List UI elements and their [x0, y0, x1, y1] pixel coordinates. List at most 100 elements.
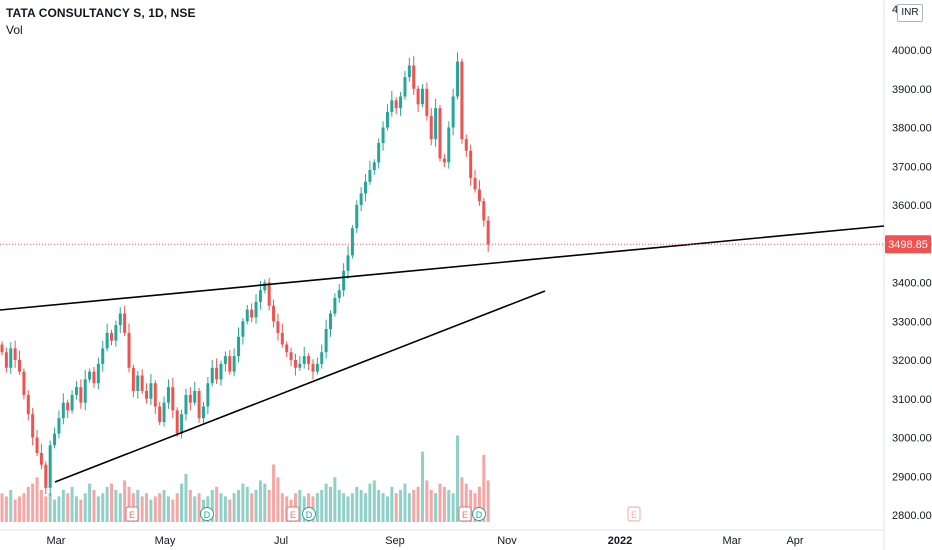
dividend-marker[interactable] [472, 507, 486, 521]
candle-body [118, 313, 122, 326]
volume-bar [434, 493, 438, 522]
candle-body [337, 290, 341, 298]
earnings-marker[interactable] [125, 506, 139, 522]
candle-body [193, 391, 197, 403]
candle-body [355, 205, 359, 229]
x-tick-label: Apr [786, 535, 803, 547]
candle-body [22, 371, 26, 395]
candle-body [320, 352, 324, 364]
candle-body [311, 363, 315, 372]
volume-bar [337, 490, 341, 522]
y-tick-label-partial: 4 [892, 4, 898, 16]
volume-bar [429, 490, 433, 522]
candle-body [372, 162, 376, 171]
volume-bar [390, 486, 394, 522]
dividend-marker[interactable] [302, 507, 316, 521]
volume-bar [26, 486, 30, 522]
candle-body [425, 88, 429, 116]
volume-bar [258, 480, 262, 522]
volume-bar [377, 490, 381, 522]
candle-body [127, 332, 131, 368]
volume-bar [350, 493, 354, 522]
candle-body [241, 321, 245, 337]
candle-body [298, 363, 302, 368]
volume-bar [456, 435, 460, 522]
volume-bar [88, 483, 92, 522]
volume-bar [438, 483, 442, 522]
volume-bar [482, 454, 486, 522]
earnings-marker[interactable] [627, 506, 641, 522]
volume-bar [359, 490, 363, 522]
candle-body [302, 356, 306, 364]
volume-bar [372, 480, 376, 522]
candle-body [359, 193, 363, 205]
volume-bar [394, 493, 398, 522]
volume-label: Vol [6, 23, 23, 37]
candle-body [289, 352, 293, 360]
volume-bar [464, 483, 468, 522]
resistance-trendline[interactable] [0, 225, 885, 311]
volume-bar [250, 493, 254, 522]
candle-body [482, 201, 486, 221]
volume-bar [61, 490, 65, 522]
volume-bar [57, 496, 61, 522]
candle-body [210, 367, 214, 384]
dividend-marker[interactable] [200, 507, 214, 521]
candle-body [57, 418, 61, 434]
volume-bar [53, 499, 57, 522]
support-trendline[interactable] [54, 290, 546, 483]
candle-body [232, 356, 236, 372]
candle-body [412, 65, 416, 89]
candle-body [175, 410, 179, 434]
candle-body [364, 181, 368, 194]
candle-body [145, 391, 149, 399]
currency-badge[interactable]: INR [897, 4, 923, 22]
candle-body [385, 112, 389, 128]
volume-bar [31, 483, 35, 522]
volume-bar [18, 496, 22, 522]
event-marker-label: D [306, 510, 313, 520]
y-tick-label: 3000.00 [892, 433, 932, 445]
candle-body [315, 363, 319, 372]
candle-body [381, 127, 385, 143]
volume-bar [118, 493, 122, 522]
candle-body [329, 313, 332, 329]
volume-bar [188, 490, 192, 522]
volume-bar [263, 483, 267, 522]
candle-body [35, 437, 39, 453]
volume-bar [254, 490, 258, 522]
x-tick-label: Nov [497, 535, 517, 547]
candle-body [158, 406, 162, 422]
candle-body [0, 344, 4, 353]
earnings-marker[interactable] [458, 506, 472, 522]
candle-body [197, 391, 201, 419]
candle-body [171, 387, 175, 411]
candle-body [162, 402, 166, 422]
volume-bar [232, 493, 236, 522]
candle-body [285, 344, 289, 353]
candle-body [333, 298, 337, 314]
candle-body [66, 402, 70, 411]
candle-body [390, 100, 394, 112]
candle-body [280, 332, 284, 345]
candle-body [188, 394, 192, 403]
volume-bar [381, 493, 385, 522]
volume-bar [79, 499, 83, 522]
volume-bar [83, 493, 87, 522]
x-tick-label: 2022 [608, 535, 632, 547]
volume-bar [399, 490, 403, 522]
volume-bar [486, 480, 490, 522]
y-tick-label: 4000.00 [892, 45, 932, 57]
x-tick-label: Jul [274, 535, 288, 547]
volume-bar [385, 496, 389, 522]
candle-body [394, 100, 398, 109]
event-marker-label: E [631, 510, 637, 520]
y-tick-label: 3800.00 [892, 123, 932, 135]
earnings-marker[interactable] [286, 506, 300, 522]
candle-body [416, 88, 420, 105]
candle-body [149, 383, 153, 399]
candle-body [464, 139, 468, 151]
volume-bar [35, 477, 39, 522]
candle-body [407, 65, 411, 78]
